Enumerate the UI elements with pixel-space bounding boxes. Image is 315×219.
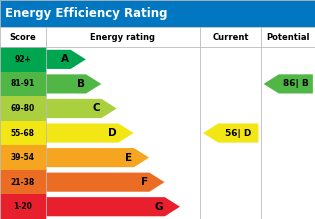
Bar [46, 72, 200, 96]
Bar [200, 96, 261, 121]
Text: 56| D: 56| D [225, 129, 251, 138]
Bar [261, 72, 315, 96]
Polygon shape [203, 124, 258, 143]
Polygon shape [46, 173, 164, 192]
Bar [46, 170, 200, 194]
Polygon shape [46, 74, 101, 94]
Text: B: B [77, 79, 84, 89]
Text: D: D [108, 128, 117, 138]
Bar [200, 170, 261, 194]
Polygon shape [46, 99, 117, 118]
Bar [261, 47, 315, 72]
Polygon shape [46, 124, 134, 143]
Bar [261, 145, 315, 170]
Bar [261, 194, 315, 219]
Bar [0, 27, 315, 47]
Bar [46, 47, 200, 72]
Text: Current: Current [213, 33, 249, 42]
Text: Energy rating: Energy rating [90, 33, 155, 42]
Bar [0, 47, 46, 72]
Polygon shape [46, 197, 180, 216]
Bar [261, 170, 315, 194]
Bar [0, 72, 46, 96]
Text: 39-54: 39-54 [11, 153, 35, 162]
Bar [0, 194, 46, 219]
Bar [200, 194, 261, 219]
Bar [0, 121, 46, 145]
Text: Score: Score [9, 33, 36, 42]
Polygon shape [264, 74, 313, 94]
Text: 81-91: 81-91 [11, 79, 35, 88]
Text: E: E [125, 153, 132, 162]
Text: 21-38: 21-38 [11, 178, 35, 187]
Bar [261, 96, 315, 121]
Text: 69-80: 69-80 [11, 104, 35, 113]
Text: G: G [155, 202, 163, 212]
Bar [0, 0, 315, 27]
Text: Energy Efficiency Rating: Energy Efficiency Rating [5, 7, 167, 20]
Text: Potential: Potential [266, 33, 310, 42]
Text: C: C [92, 104, 100, 113]
Bar [0, 96, 46, 121]
Bar [200, 47, 261, 72]
Bar [46, 96, 200, 121]
Text: F: F [141, 177, 148, 187]
Bar [200, 145, 261, 170]
Polygon shape [46, 50, 86, 69]
Bar [0, 170, 46, 194]
Bar [261, 121, 315, 145]
Text: 55-68: 55-68 [11, 129, 35, 138]
Bar [46, 121, 200, 145]
Bar [46, 194, 200, 219]
Bar [0, 145, 46, 170]
Bar [46, 145, 200, 170]
Text: 86| B: 86| B [283, 79, 309, 88]
Text: A: A [61, 54, 69, 64]
Bar [200, 121, 261, 145]
Text: 1-20: 1-20 [14, 202, 32, 211]
Polygon shape [46, 148, 149, 167]
Text: 92+: 92+ [14, 55, 31, 64]
Bar [200, 72, 261, 96]
